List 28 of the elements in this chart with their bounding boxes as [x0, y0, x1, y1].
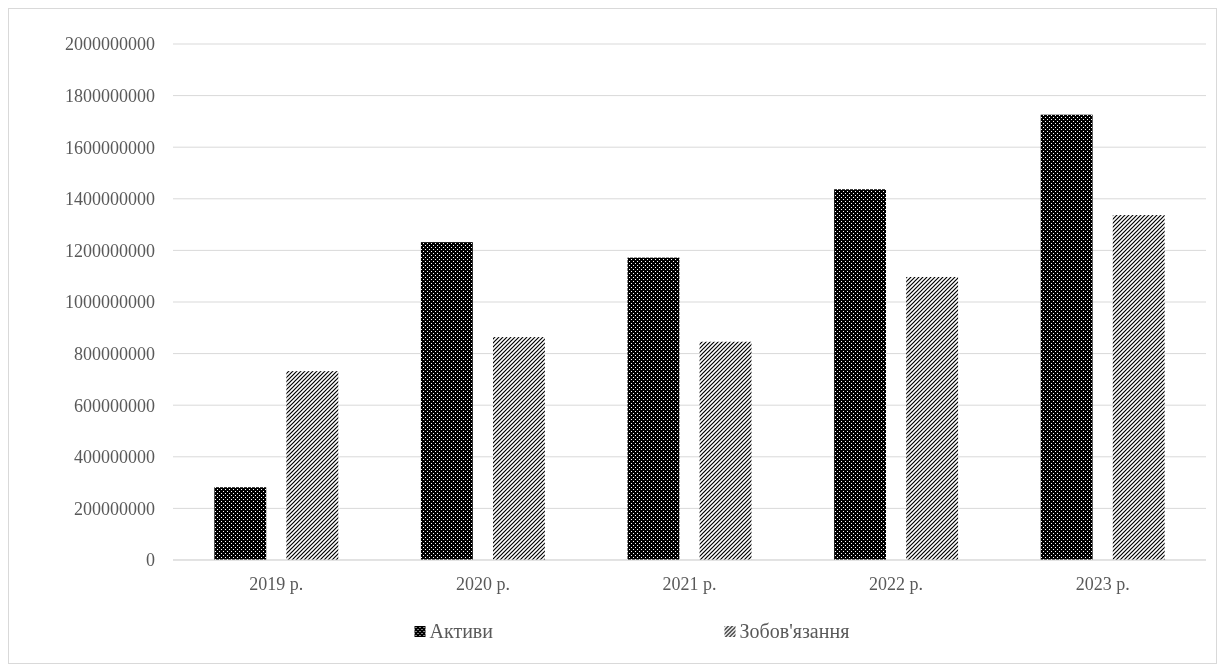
y-tick-label: 1000000000	[65, 292, 155, 313]
x-tick-label: 2020 р.	[455, 574, 510, 594]
y-tick-label: 1200000000	[65, 240, 155, 261]
y-tick-label: 2000000000	[65, 34, 155, 55]
y-tick-label: 1800000000	[65, 85, 155, 106]
y-tick-label: 1600000000	[65, 137, 155, 158]
bar	[214, 487, 267, 560]
x-tick-label: 2022 р.	[869, 574, 924, 594]
bar	[1112, 215, 1165, 560]
bar	[834, 189, 887, 560]
x-tick-label: 2019 р.	[249, 574, 304, 594]
y-tick-label: 1400000000	[65, 189, 155, 210]
bar	[286, 371, 339, 560]
legend-label: Активи	[429, 620, 494, 642]
x-tick-label: 2021 р.	[662, 574, 717, 594]
bar	[492, 337, 545, 560]
bar	[699, 341, 752, 560]
x-tick-label: 2023 р.	[1075, 574, 1130, 594]
y-tick-label: 0	[146, 550, 155, 571]
bar	[906, 276, 959, 560]
bar	[1040, 114, 1093, 560]
bar	[627, 257, 680, 560]
y-tick-label: 200000000	[74, 498, 155, 519]
y-tick-label: 800000000	[74, 343, 155, 364]
y-tick-label: 400000000	[74, 447, 155, 468]
legend-label: Зобов'язання	[739, 620, 850, 642]
y-tick-label: 600000000	[74, 395, 155, 416]
bar	[420, 242, 473, 560]
